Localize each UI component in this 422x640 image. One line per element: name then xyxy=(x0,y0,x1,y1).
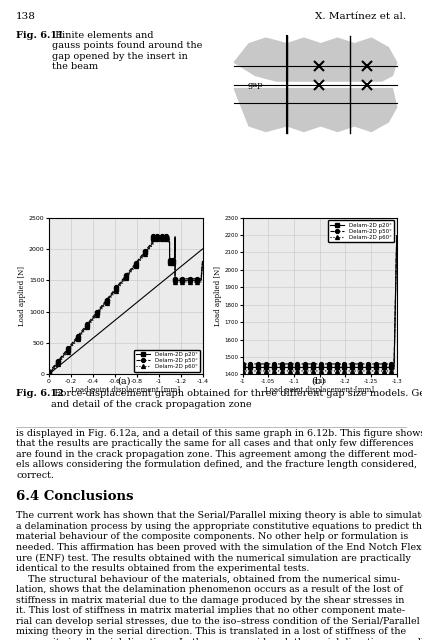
Text: Finite elements and
gauss points found around the
gap opened by the insert in
th: Finite elements and gauss points found a… xyxy=(52,31,202,71)
Text: Fig. 6.11: Fig. 6.11 xyxy=(16,31,64,40)
X-axis label: Load point displacement [mm]: Load point displacement [mm] xyxy=(71,387,180,394)
Polygon shape xyxy=(234,88,397,131)
Text: that the results are practically the same for all cases and that only few differ: that the results are practically the sam… xyxy=(16,439,414,449)
Text: identical to the results obtained from the experimental tests.: identical to the results obtained from t… xyxy=(16,564,309,573)
Text: mixing theory in the serial direction. This is translated in a lost of stiffness: mixing theory in the serial direction. T… xyxy=(16,627,406,636)
Text: Fig. 6.12: Fig. 6.12 xyxy=(16,389,64,398)
Text: els allows considering the formulation defined, and the fracture length consider: els allows considering the formulation d… xyxy=(16,461,417,470)
Text: are found in the crack propagation zone. This agreement among the different mod-: are found in the crack propagation zone.… xyxy=(16,450,417,459)
Text: rial can develop serial stresses, due to the iso–stress condition of the Serial/: rial can develop serial stresses, due to… xyxy=(16,617,420,626)
Text: The structural behaviour of the materials, obtained from the numerical simu-: The structural behaviour of the material… xyxy=(16,575,400,584)
Text: (a): (a) xyxy=(118,377,131,386)
Legend: Delam-2D p20°, Delam-2D p50°, Delam-2D p60°: Delam-2D p20°, Delam-2D p50°, Delam-2D p… xyxy=(328,220,394,242)
Text: needed. This affirmation has been proved with the simulation of the End Notch Fl: needed. This affirmation has been proved… xyxy=(16,543,422,552)
Y-axis label: Load applied [N]: Load applied [N] xyxy=(214,266,222,326)
Text: The current work has shown that the Serial/Parallel mixing theory is able to sim: The current work has shown that the Seri… xyxy=(16,511,422,520)
Text: it. This lost of stiffness in matrix material implies that no other component ma: it. This lost of stiffness in matrix mat… xyxy=(16,606,405,615)
Polygon shape xyxy=(234,38,397,81)
Text: stiffness in matrix material due to the damage produced by the shear stresses in: stiffness in matrix material due to the … xyxy=(16,596,404,605)
Text: a delamination process by using the appropriate constitutive equations to predic: a delamination process by using the appr… xyxy=(16,522,422,531)
Text: material behaviour of the composite components. No other help or formulation is: material behaviour of the composite comp… xyxy=(16,532,408,541)
Text: gap: gap xyxy=(247,81,263,89)
Text: ure (ENF) test. The results obtained with the numerical simulation are practical: ure (ENF) test. The results obtained wit… xyxy=(16,554,411,563)
Text: 138: 138 xyxy=(16,12,36,20)
Text: is displayed in Fig. 6.12a, and a detail of this same graph in 6.12b. This figur: is displayed in Fig. 6.12a, and a detail… xyxy=(16,429,422,438)
Legend: Delam-2D p20°, Delam-2D p50°, Delam-2D p60°: Delam-2D p20°, Delam-2D p50°, Delam-2D p… xyxy=(134,350,200,372)
Text: 6.4 Conclusions: 6.4 Conclusions xyxy=(16,490,133,503)
Text: Force-displacement graph obtained for three different gap size models. General v: Force-displacement graph obtained for th… xyxy=(51,389,422,408)
Text: correct.: correct. xyxy=(16,471,54,480)
X-axis label: Load point displacement [mm]: Load point displacement [mm] xyxy=(265,387,374,394)
Text: composite in all serial directions. In the case considered, the serial direction: composite in all serial directions. In t… xyxy=(16,638,422,640)
Text: X. Martínez et al.: X. Martínez et al. xyxy=(315,12,406,20)
Text: lation, shows that the delamination phenomenon occurs as a result of the lost of: lation, shows that the delamination phen… xyxy=(16,585,403,594)
Y-axis label: Load applied [N]: Load applied [N] xyxy=(18,266,26,326)
Text: (b): (b) xyxy=(311,377,326,386)
